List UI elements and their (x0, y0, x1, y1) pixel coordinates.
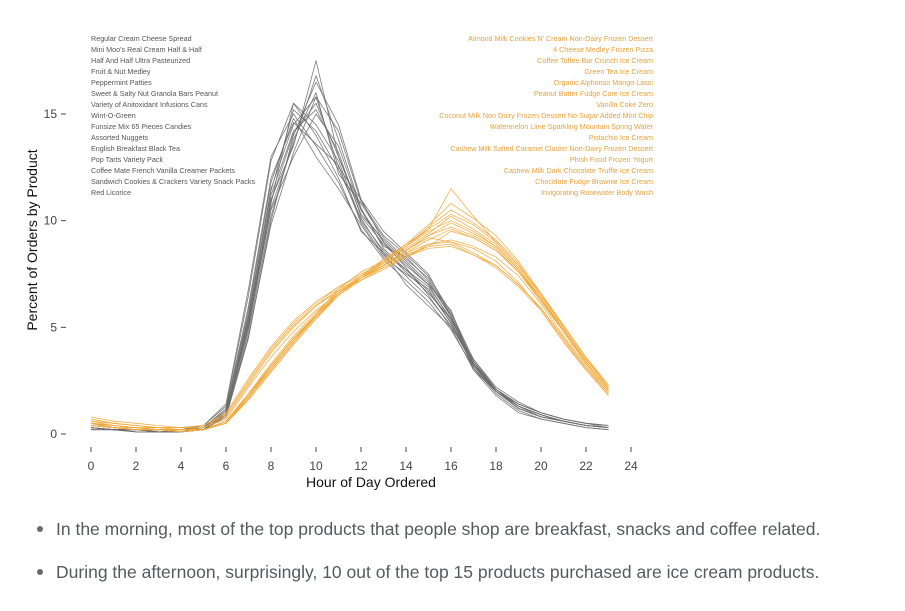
y-axis: 0 5 10 15 (44, 107, 66, 441)
legend-entry: Pop Tarts Variety Pack (91, 155, 163, 164)
note-item: In the morning, most of the top products… (36, 518, 896, 540)
legend-entry: Peanut Butter Fudge Core Ice Cream (534, 89, 653, 98)
bullet-icon (37, 569, 43, 575)
x-tick-label: 20 (534, 459, 548, 473)
legend-entry: Almond Milk Cookies N' Cream Non-Dairy F… (468, 34, 653, 43)
series-line (90, 203, 609, 433)
x-axis: 0 2 4 6 8 10 12 14 16 18 20 22 24 (88, 447, 638, 473)
series-line (90, 226, 609, 431)
note-item: During the afternoon, surprisingly, 10 o… (36, 561, 896, 583)
legend-entry: Variety of Anitoxidant Infusions Cans (91, 100, 208, 109)
legend-entry: Red Licorice (91, 188, 131, 197)
legend-entry: Vanilla Coke Zero (596, 100, 653, 109)
series-line (90, 215, 609, 431)
legend-entry: Pistachio Ice Cream (589, 133, 653, 142)
x-tick-label: 6 (223, 459, 230, 473)
note-text: During the afternoon, surprisingly, 10 o… (56, 562, 820, 582)
legend-entry: Watermelon Lime Sparkling Mountain Sprin… (490, 122, 654, 131)
legend-entry: Peppermint Patties (91, 78, 152, 87)
series-line (90, 228, 609, 431)
legend-entry: Chocolate Fudge Brownie Ice Cream (535, 177, 653, 186)
series-line (90, 222, 609, 431)
legend-entry: Mini Moo's Real Cream Half & Half (91, 45, 202, 54)
y-tick-label: 15 (44, 107, 58, 121)
legend-entry: English Breakfast Black Tea (91, 144, 180, 153)
x-tick-label: 8 (268, 459, 275, 473)
series-line (90, 237, 609, 431)
bullet-icon (37, 526, 43, 532)
series-lines (90, 60, 609, 433)
legend-entry: Cashew Milk Salted Caramel Cluster Non-D… (450, 144, 653, 153)
series-line (90, 245, 609, 429)
series-line (90, 241, 609, 429)
x-tick-label: 2 (133, 459, 140, 473)
series-line (90, 239, 609, 429)
series-line (90, 109, 609, 431)
legend-entry: 4 Cheese Medley Frozen Pizza (553, 45, 653, 54)
series-line (90, 230, 609, 431)
legend-entry: Fruit & Nut Medley (91, 67, 151, 76)
series-line (90, 213, 609, 433)
legend-entry: Sandwich Cookies & Crackers Variety Snac… (91, 177, 255, 186)
x-tick-label: 12 (354, 459, 368, 473)
series-line (90, 209, 609, 433)
legend-entry: Organic Alphonso Mango Lassi (554, 78, 654, 87)
x-tick-label: 22 (579, 459, 593, 473)
legend-entry: Green Tea Ice Cream (584, 67, 653, 76)
legend-entry: Coconut Milk Non Dairy Frozen Dessert No… (439, 111, 653, 120)
x-tick-label: 10 (309, 459, 323, 473)
legend-entry: Coffee Mate French Vanilla Creamer Packe… (91, 166, 235, 175)
x-tick-label: 0 (88, 459, 95, 473)
series-line (90, 243, 609, 429)
legend-entry: Regular Cream Cheese Spread (91, 34, 192, 43)
x-tick-label: 24 (624, 459, 638, 473)
legend-entry: Cashew Milk Dark Chocolate Truffle Ice C… (504, 166, 653, 175)
y-tick-label: 5 (50, 320, 57, 334)
x-tick-label: 16 (444, 459, 458, 473)
legend-entry: Invigorating Rosewater Body Wash (541, 188, 653, 197)
legend-orange-products: Almond Milk Cookies N' Cream Non-Dairy F… (439, 34, 653, 197)
series-line (91, 109, 609, 433)
series-line (90, 188, 609, 431)
note-text: In the morning, most of the top products… (56, 519, 821, 539)
legend-entry: Wint-O-Green (91, 111, 136, 120)
legend-gray-products: Regular Cream Cheese Spread Mini Moo's Re… (91, 34, 255, 197)
legend-entry: Sweet & Salty Nut Granola Bars Peanut (91, 89, 218, 98)
series-line (90, 220, 609, 431)
legend-entry: Coffee Toffee Bar Crunch Ice Cream (537, 56, 653, 65)
y-tick-label: 10 (44, 214, 58, 228)
legend-entry: Assorted Nuggets (91, 133, 149, 142)
legend-entry: Half And Half Ultra Pasteurized (91, 56, 190, 65)
legend-entry: Funsize Mix 65 Pieces Candies (91, 122, 192, 131)
y-tick-label: 0 (50, 427, 57, 441)
x-tick-label: 14 (399, 459, 413, 473)
legend-entry: Phish Food Frozen Yogurt (570, 155, 653, 164)
series-line (91, 81, 609, 433)
x-tick-label: 4 (178, 459, 185, 473)
y-axis-title: Percent of Orders by Product (24, 149, 40, 330)
notes-list: In the morning, most of the top products… (36, 518, 896, 604)
x-axis-title: Hour of Day Ordered (306, 474, 436, 490)
x-tick-label: 18 (489, 459, 503, 473)
